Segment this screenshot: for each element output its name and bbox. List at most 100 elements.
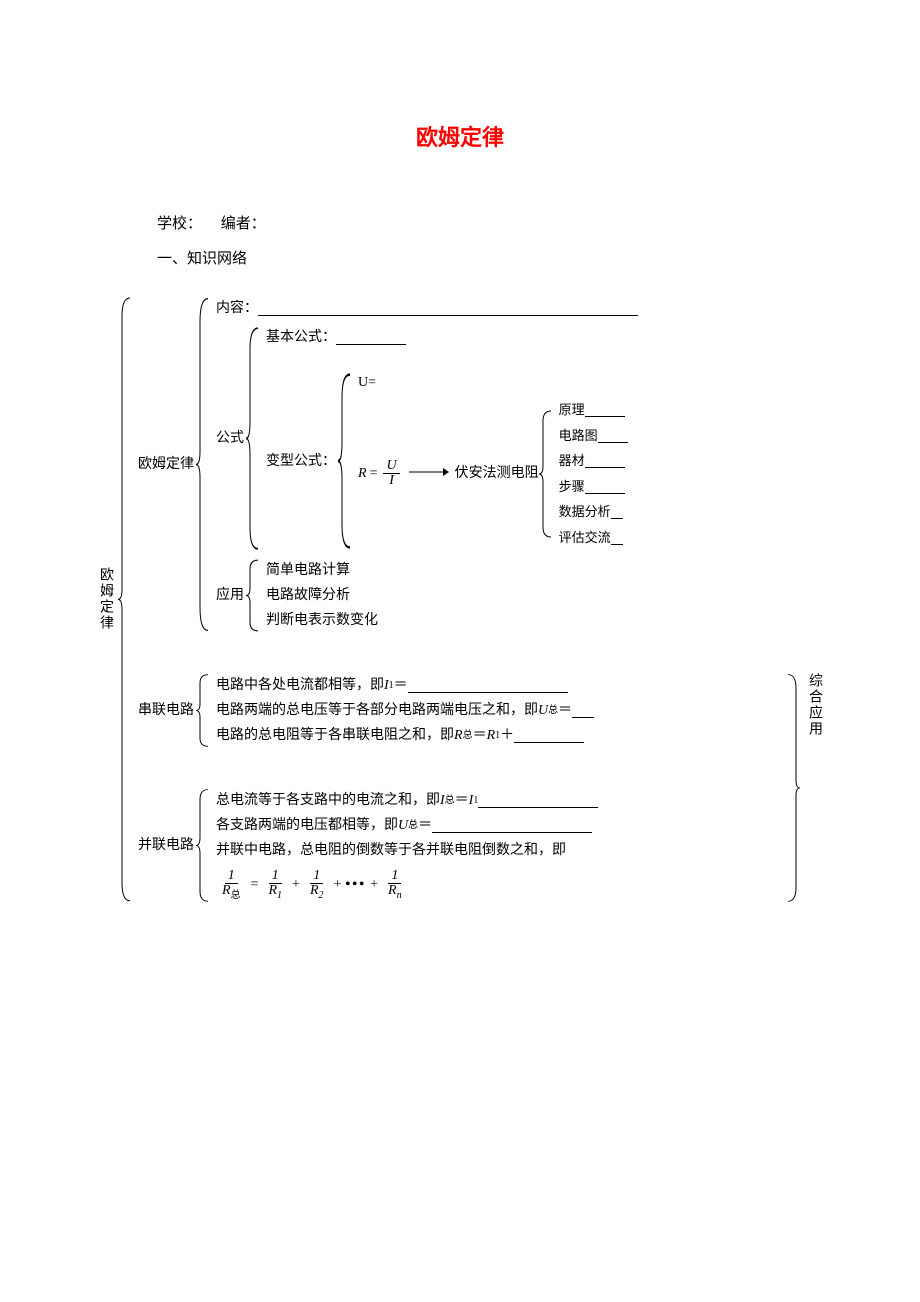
plus: ＋ — [500, 725, 514, 746]
eq: ＝ — [418, 815, 432, 836]
method-item: 器材 — [559, 451, 628, 471]
brace-icon — [196, 296, 210, 633]
blank-line — [611, 530, 623, 545]
blank-line — [572, 703, 594, 718]
blank-line — [611, 504, 623, 519]
brace-icon — [196, 673, 210, 748]
blank-line — [598, 428, 628, 443]
method-item: 步骤 — [559, 477, 628, 497]
variant-group: 变型公式： U= — [266, 370, 628, 552]
series-line-1: 电路中各处电流都相等，即 I1 ＝ — [216, 675, 594, 696]
spacer — [138, 633, 825, 673]
spacer — [138, 748, 786, 788]
blank-line — [585, 479, 625, 494]
app-item: 简单电路计算 — [266, 560, 378, 581]
application-group: 应用 简单电路计算 电路故障分析 判断电表示数变化 — [216, 558, 638, 633]
method-item: 电路图 — [559, 426, 628, 446]
sub: 总 — [463, 728, 473, 743]
series-label: 串联电路 — [138, 673, 196, 748]
frac-num: 1 — [388, 869, 401, 884]
text: 总电流等于各支路中的电流之和，即 — [216, 790, 440, 811]
sub: 总 — [548, 703, 558, 718]
eq: ＝ — [473, 725, 487, 746]
formula-group: 公式 基本公式： — [216, 325, 638, 552]
brace-icon — [539, 409, 553, 539]
brace-icon — [196, 788, 210, 903]
formula-content: 基本公式： 变型公式： — [260, 325, 628, 552]
section-heading: 一、知识网络 — [157, 247, 825, 268]
text: 电路中各处电流都相等，即 — [216, 675, 384, 696]
series-line-3: 电路的总电阻等于各串联电阻之和，即 R 总 ＝ R1 ＋ — [216, 725, 594, 746]
content-label: 内容： — [216, 298, 258, 319]
blank-line — [585, 402, 625, 417]
blank-line — [478, 793, 598, 808]
brace-icon — [118, 296, 132, 903]
fraction: 1 R2 — [307, 869, 327, 901]
circuits-wrapper: 串联电路 电路中各处电流都相等，即 I1 ＝ — [138, 673, 825, 903]
spacer — [266, 350, 628, 370]
sub: 总 — [231, 890, 241, 901]
eq: = — [251, 874, 259, 895]
method-item-label: 步骤 — [559, 477, 585, 497]
frac-num: 1 — [310, 869, 323, 884]
sub: n — [397, 890, 402, 901]
var: R — [388, 883, 397, 898]
plus: + — [292, 874, 300, 895]
app-item: 电路故障分析 — [266, 585, 378, 606]
text: 并联中电路，总电阻的倒数等于各并联电阻倒数之和，即 — [216, 843, 566, 858]
blank-line — [408, 678, 568, 693]
meta-line: 学校： 编者： — [157, 212, 825, 233]
series-content: 电路中各处电流都相等，即 I1 ＝ 电路两端的总电压等于各部分电路两端电压之和，… — [210, 673, 594, 748]
sub: 2 — [319, 890, 324, 901]
app-label: 应用 — [216, 558, 246, 633]
sub: 1 — [277, 890, 282, 901]
app-item: 判断电表示数变化 — [266, 610, 378, 631]
blank-line — [585, 453, 625, 468]
document-page: 欧姆定律 学校： 编者： 一、知识网络 欧姆定律 欧姆定律 — [0, 0, 920, 963]
root-content: 欧姆定律 内容： 公式 — [132, 296, 825, 903]
app-content: 简单电路计算 电路故障分析 判断电表示数变化 — [260, 558, 378, 633]
eq: ＝ — [455, 790, 469, 811]
frac-num: 1 — [269, 869, 282, 884]
right-label: 综合应用 — [800, 673, 825, 903]
method-item-label: 电路图 — [559, 426, 598, 446]
author-label: 编者： — [221, 216, 266, 232]
frac-num: 1 — [225, 869, 238, 884]
content-row: 内容： — [216, 298, 638, 319]
method-item: 数据分析 — [559, 502, 628, 522]
parallel-line-3: 并联中电路，总电阻的倒数等于各并联电阻倒数之和，即 — [216, 840, 598, 861]
fraction: 1 R1 — [265, 869, 285, 901]
u-formula-row: U= — [358, 372, 628, 393]
blank-line — [432, 818, 592, 833]
brace-icon — [246, 325, 260, 552]
law-group: 欧姆定律 内容： 公式 — [138, 296, 825, 633]
method-item: 原理 — [559, 400, 628, 420]
method-item-label: 数据分析 — [559, 502, 611, 522]
method-label: 伏安法测电阻 — [455, 463, 539, 484]
sub: 总 — [408, 818, 418, 833]
frac-den: R1 — [265, 884, 285, 901]
circuits-col: 串联电路 电路中各处电流都相等，即 I1 ＝ — [138, 673, 786, 903]
frac-den: I — [386, 474, 397, 488]
frac-den: Rn — [385, 884, 405, 901]
blank-line — [336, 330, 406, 345]
formula-label: 公式 — [216, 325, 246, 552]
method-item-label: 器材 — [559, 451, 585, 471]
parallel-line-2: 各支路两端的电压都相等，即 U 总 ＝ — [216, 815, 598, 836]
frac-den: R总 — [219, 884, 244, 901]
root-label: 欧姆定律 — [95, 296, 118, 903]
school-label: 学校： — [157, 216, 202, 232]
fraction: 1 R总 — [219, 869, 244, 901]
right-brace-icon — [786, 673, 800, 903]
parallel-line-1: 总电流等于各支路中的电流之和，即 I 总 ＝ I1 — [216, 790, 598, 811]
blank-line — [258, 301, 638, 316]
method-item-label: 评估交流 — [559, 528, 611, 548]
fraction: 1 Rn — [385, 869, 405, 901]
blank-line — [514, 728, 584, 743]
knowledge-diagram: 欧姆定律 欧姆定律 内容： — [95, 296, 825, 903]
var: U — [398, 815, 408, 836]
sub: 总 — [445, 793, 455, 808]
frac-num: U — [383, 459, 399, 474]
root-group: 欧姆定律 欧姆定律 内容： — [95, 296, 825, 903]
basic-formula-row: 基本公式： — [266, 327, 628, 348]
